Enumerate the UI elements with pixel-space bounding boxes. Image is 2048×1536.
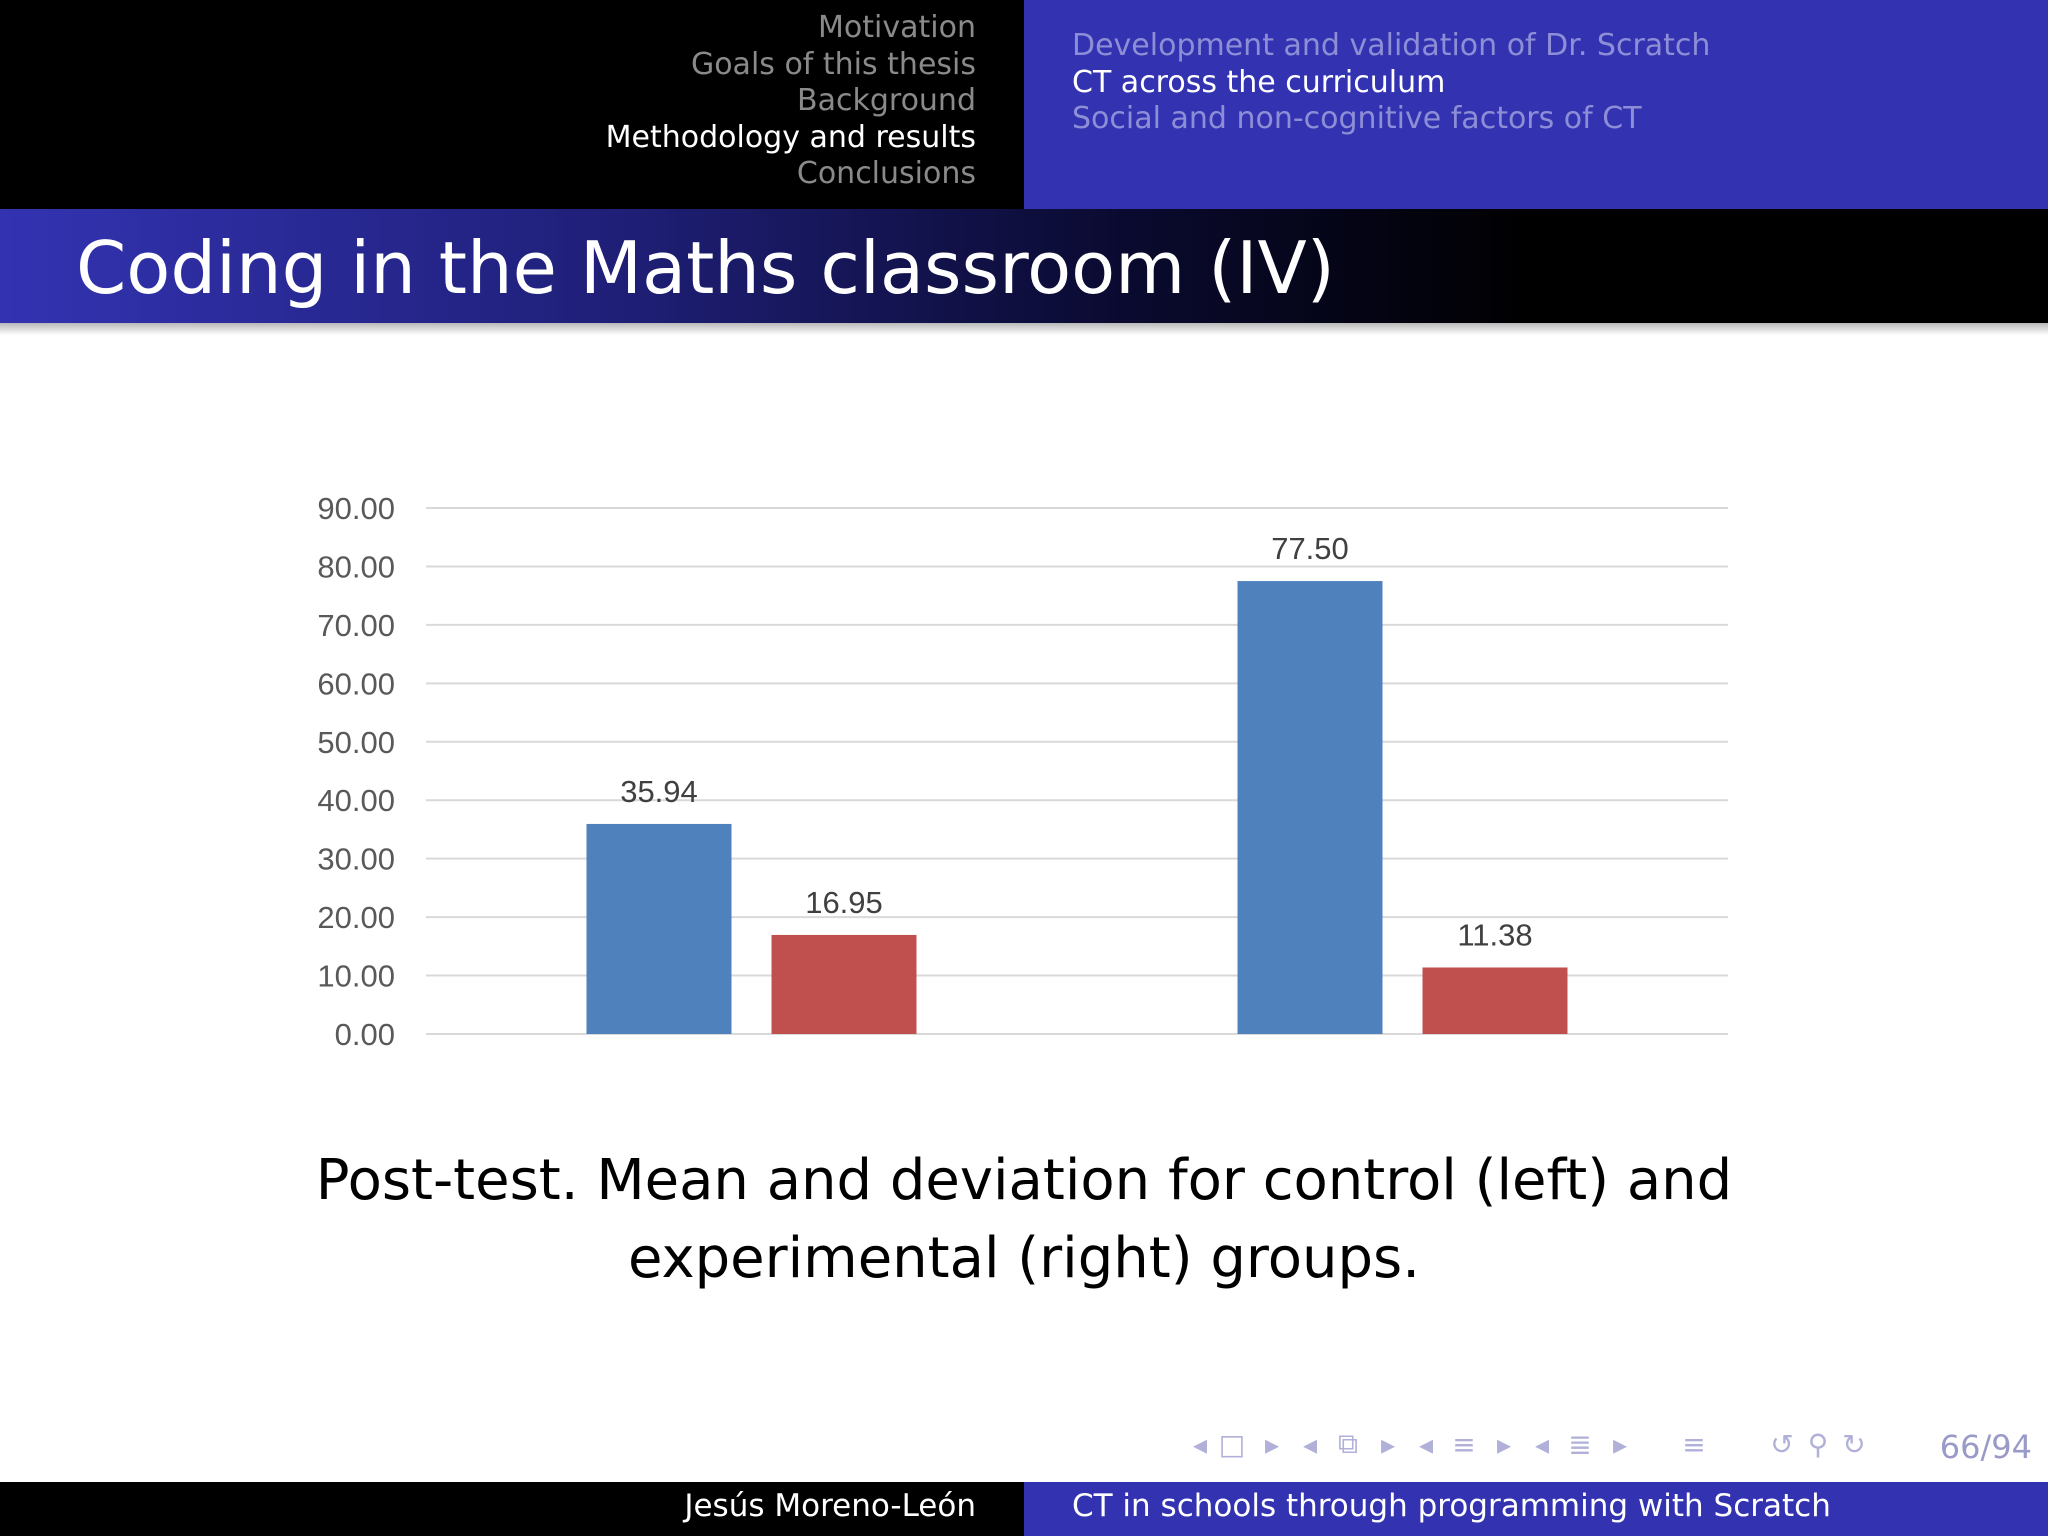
y-tick-label: 90.00 <box>317 491 395 526</box>
nav-outline-icon[interactable]: ≡ <box>1682 1427 1706 1461</box>
footer-title-panel: CT in schools through programming with S… <box>1024 1482 2048 1536</box>
nav-next-icon[interactable]: ▸ <box>1264 1427 1280 1461</box>
y-tick-label: 40.00 <box>317 783 395 818</box>
y-tick-label: 20.00 <box>317 900 395 935</box>
section-item-goals[interactable]: Goals of this thesis <box>690 46 976 82</box>
y-tick-label: 10.00 <box>317 959 395 994</box>
section-item-methodology[interactable]: Methodology and results <box>605 119 976 155</box>
data-label: 16.95 <box>805 885 883 920</box>
nav-next-icon[interactable]: ▸ <box>1380 1427 1396 1461</box>
chart-caption: Post-test. Mean and deviation for contro… <box>315 1148 1733 1291</box>
header-sections-panel: Motivation Goals of this thesis Backgrou… <box>0 0 1024 209</box>
nav-next-icon[interactable]: ▸ <box>1612 1427 1628 1461</box>
nav-prev-icon[interactable]: ◂ <box>1192 1427 1208 1461</box>
slide-title: Coding in the Maths classroom (IV) <box>76 226 1335 310</box>
nav-forward-icon[interactable]: ↻ <box>1842 1427 1866 1461</box>
y-tick-label: 80.00 <box>317 549 395 584</box>
section-item-motivation[interactable]: Motivation <box>818 10 976 45</box>
data-label: 77.50 <box>1271 531 1349 566</box>
bar-series2-group1 <box>771 934 917 1034</box>
nav-frame-icon[interactable]: □ <box>1218 1427 1246 1461</box>
y-tick-label: 70.00 <box>317 608 395 643</box>
subsection-item-social-factors[interactable]: Social and non-cognitive factors of CT <box>1072 101 1642 136</box>
nav-slides-icon[interactable]: ⧉ <box>1338 1427 1358 1460</box>
subsection-item-dr-scratch[interactable]: Development and validation of Dr. Scratc… <box>1072 28 1711 63</box>
footer-talk-title: CT in schools through programming with S… <box>1072 1488 1831 1524</box>
footer-author-panel: Jesús Moreno-León <box>0 1482 1024 1536</box>
section-item-conclusions[interactable]: Conclusions <box>796 156 976 191</box>
data-label: 11.38 <box>1457 917 1532 952</box>
page-number: 66/94 <box>1939 1428 2032 1466</box>
subsection-item-ct-curriculum[interactable]: CT across the curriculum <box>1072 64 1446 100</box>
nav-prev-icon[interactable]: ◂ <box>1534 1427 1550 1461</box>
y-tick-label: 0.00 <box>335 1017 395 1050</box>
nav-prev-icon[interactable]: ◂ <box>1418 1427 1434 1461</box>
nav-back-icon[interactable]: ↺ <box>1770 1427 1794 1461</box>
section-item-background[interactable]: Background <box>797 83 976 118</box>
data-label: 35.94 <box>620 774 698 809</box>
title-bar <box>0 209 2048 323</box>
navigation-bar: ◂ □ ▸ ◂ ⧉ ▸ ◂ ≡ ▸ ◂ ≣ ▸ ≡ ↺ ⚲ ↻ <box>1188 1424 1872 1464</box>
y-tick-label: 30.00 <box>317 842 395 877</box>
section-list: Motivation Goals of this thesis Backgrou… <box>606 10 976 193</box>
bar-chart: 0.00 10.00 20.00 30.00 40.00 50.00 60.00 70.00 8… <box>317 491 1728 1050</box>
y-tick-label: 50.00 <box>317 725 395 760</box>
footer-author: Jesús Moreno-León <box>684 1488 976 1524</box>
header-subsections-panel: Development and validation of Dr. Scratc… <box>1024 0 2048 209</box>
bar-series1-group1 <box>586 823 732 1034</box>
nav-next-icon[interactable]: ▸ <box>1496 1427 1512 1461</box>
nav-subsection-icon[interactable]: ≡ <box>1452 1427 1476 1461</box>
title-shadow <box>0 323 2048 335</box>
subsection-list: Development and validation of Dr. Scratc… <box>1072 28 1710 138</box>
nav-prev-icon[interactable]: ◂ <box>1302 1427 1318 1461</box>
nav-section-icon[interactable]: ≣ <box>1568 1427 1592 1461</box>
bar-series1-group2 <box>1237 581 1383 1034</box>
bar-series2-group2 <box>1422 967 1568 1034</box>
nav-search-icon[interactable]: ⚲ <box>1807 1427 1829 1461</box>
y-tick-label: 60.00 <box>317 666 395 701</box>
